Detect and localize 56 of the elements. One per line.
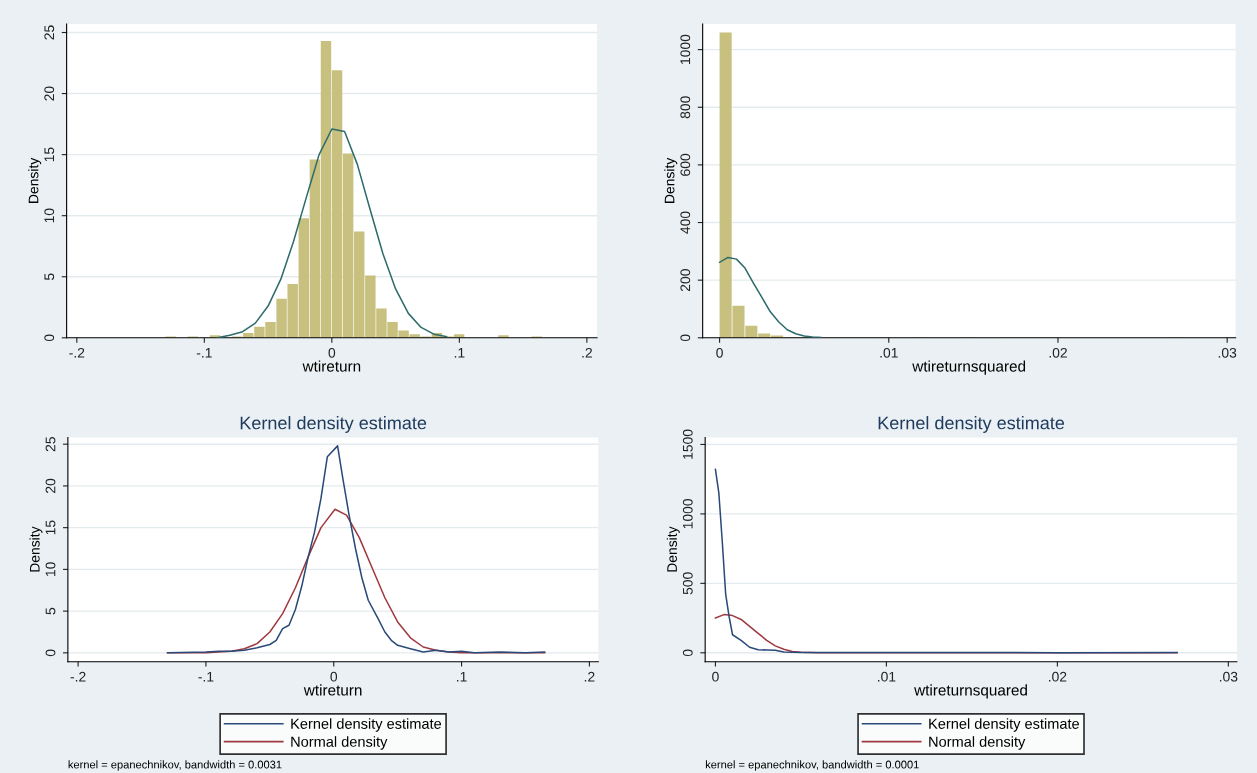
x-tick-label: 0 xyxy=(330,671,338,682)
text: kernel = epanechnikov, bandwidth = 0.0031 xyxy=(68,760,282,771)
x-axis-title: wtireturn xyxy=(302,360,361,372)
x-tick-label: .03 xyxy=(1219,671,1238,682)
y-tick-label: 1000 xyxy=(680,34,691,64)
x-axis-title: wtireturnsquared xyxy=(912,360,1026,375)
y-axis-title: Density xyxy=(666,526,680,572)
chart-title: Kernel density estimate xyxy=(878,416,1065,433)
y-axis-title: Density xyxy=(28,157,42,203)
x-axis-title: wtireturn xyxy=(303,684,362,696)
y-tick-label: 25 xyxy=(44,25,55,40)
y-tick-label: 800 xyxy=(680,96,691,119)
y-tick-label: 20 xyxy=(45,478,56,493)
chart-title: Kernel density estimate xyxy=(240,416,427,433)
y-tick-label: 10 xyxy=(44,208,55,223)
y-tick-label: 200 xyxy=(680,269,691,292)
y-tick-label: 0 xyxy=(680,334,691,342)
x-tick-label: -.1 xyxy=(196,348,212,358)
x-tick-label: .02 xyxy=(1048,671,1067,682)
y-axis-title: Density xyxy=(664,157,678,203)
y-tick-label: 0 xyxy=(45,649,56,657)
y-tick-label: 500 xyxy=(682,572,693,595)
text: kernel = epanechnikov, bandwidth = 0.0001 xyxy=(705,760,919,771)
y-tick-label: 5 xyxy=(44,273,55,281)
y-tick-label: 20 xyxy=(44,86,55,101)
x-tick-label: 0 xyxy=(328,347,336,358)
y-tick-label: 0 xyxy=(44,334,55,342)
y-tick-label: 0 xyxy=(682,649,693,657)
legend-label: Kernel density estimate xyxy=(291,718,442,732)
legend-label: Kernel density estimate xyxy=(929,718,1079,732)
x-tick-label: .01 xyxy=(880,347,898,358)
x-tick-label: .1 xyxy=(457,671,467,682)
x-tick-label: -.2 xyxy=(70,671,86,682)
x-tick-label: -.1 xyxy=(198,671,214,682)
y-tick-label: 15 xyxy=(44,147,55,162)
y-axis-title: Density xyxy=(29,526,43,572)
x-tick-label: .03 xyxy=(1218,347,1237,358)
y-tick-label: 10 xyxy=(45,562,56,577)
y-tick-label: 15 xyxy=(45,520,56,535)
y-tick-label: 25 xyxy=(45,437,56,452)
legend-label: Normal density xyxy=(291,736,388,750)
x-tick-label: -.2 xyxy=(69,347,85,358)
x-tick-label: .2 xyxy=(584,671,595,682)
legend-label: Normal density xyxy=(929,736,1026,750)
y-tick-label: 1000 xyxy=(682,499,693,529)
y-tick-label: 5 xyxy=(45,607,56,615)
x-tick-label: 0 xyxy=(712,671,719,682)
x-tick-label: 0 xyxy=(716,347,723,358)
y-tick-label: 400 xyxy=(680,211,691,234)
y-tick-label: 1500 xyxy=(682,429,693,459)
x-tick-label: .2 xyxy=(582,347,592,358)
x-tick-label: .02 xyxy=(1049,347,1067,358)
x-axis-title: wtireturnsquared xyxy=(914,684,1027,699)
y-tick-label: 600 xyxy=(680,153,691,176)
x-tick-label: .1 xyxy=(454,348,465,358)
x-tick-label: .01 xyxy=(878,671,896,682)
